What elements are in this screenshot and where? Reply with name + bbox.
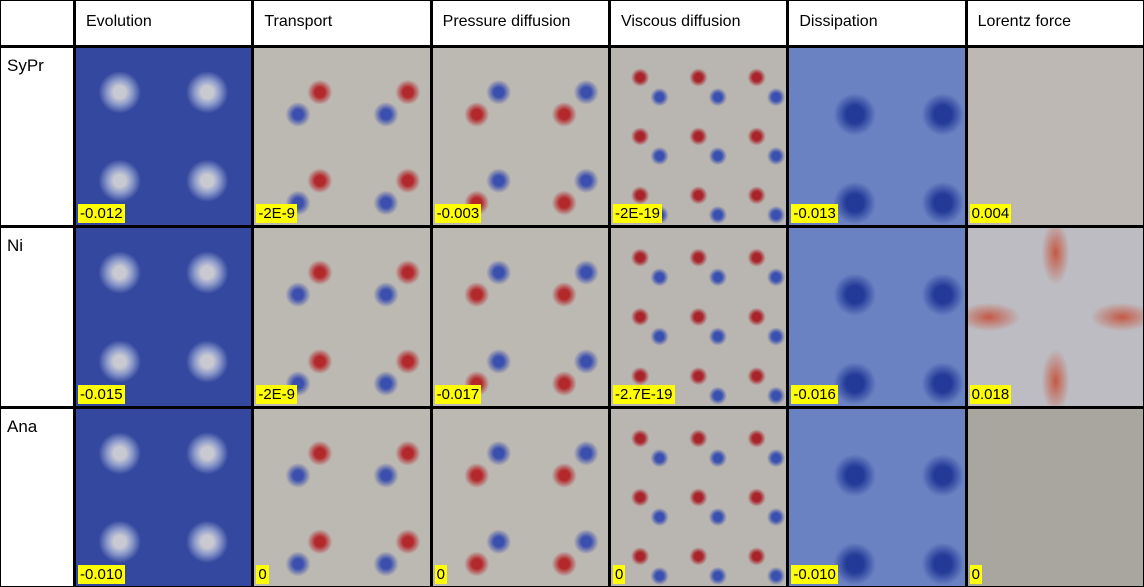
field-image: -0.012	[76, 48, 251, 225]
field-image: 0.004	[968, 48, 1143, 225]
value-label: 0.004	[970, 204, 1012, 223]
value-label: -0.016	[791, 385, 838, 404]
value-label: 0	[970, 565, 982, 584]
field-image: -2E-9	[254, 228, 429, 405]
column-header: Viscous diffusion	[611, 1, 786, 45]
value-label: 0.018	[970, 385, 1012, 404]
field-image: 0	[968, 409, 1143, 586]
value-label: -2E-9	[256, 204, 297, 223]
value-label: -0.012	[78, 204, 125, 223]
field-image: 0.018	[968, 228, 1143, 405]
value-label: 0	[613, 565, 625, 584]
field-image: -0.015	[76, 228, 251, 405]
value-label: -0.015	[78, 385, 125, 404]
value-label: 0	[435, 565, 447, 584]
field-image: -0.010	[789, 409, 964, 586]
field-image: -2E-19	[611, 48, 786, 225]
value-label: -0.017	[435, 385, 482, 404]
field-image: 0	[254, 409, 429, 586]
field-image: 0	[611, 409, 786, 586]
value-label: -2.7E-19	[613, 385, 675, 404]
field-image: -2E-9	[254, 48, 429, 225]
corner	[1, 1, 73, 45]
field-image: -0.003	[433, 48, 608, 225]
column-header: Lorentz force	[968, 1, 1143, 45]
column-header: Evolution	[76, 1, 251, 45]
value-label: -0.003	[435, 204, 482, 223]
row-label: SyPr	[1, 48, 73, 225]
figure-grid: EvolutionTransportPressure diffusionVisc…	[0, 0, 1144, 587]
field-image: -0.016	[789, 228, 964, 405]
column-header: Transport	[254, 1, 429, 45]
column-header: Pressure diffusion	[433, 1, 608, 45]
field-image: -2.7E-19	[611, 228, 786, 405]
row-label: Ana	[1, 409, 73, 586]
value-label: -2E-9	[256, 385, 297, 404]
value-label: -0.010	[78, 565, 125, 584]
value-label: -0.010	[791, 565, 838, 584]
value-label: -2E-19	[613, 204, 662, 223]
value-label: 0	[256, 565, 268, 584]
field-image: -0.017	[433, 228, 608, 405]
value-label: -0.013	[791, 204, 838, 223]
field-image: -0.013	[789, 48, 964, 225]
field-image: -0.010	[76, 409, 251, 586]
row-label: Ni	[1, 228, 73, 405]
field-image: 0	[433, 409, 608, 586]
column-header: Dissipation	[789, 1, 964, 45]
